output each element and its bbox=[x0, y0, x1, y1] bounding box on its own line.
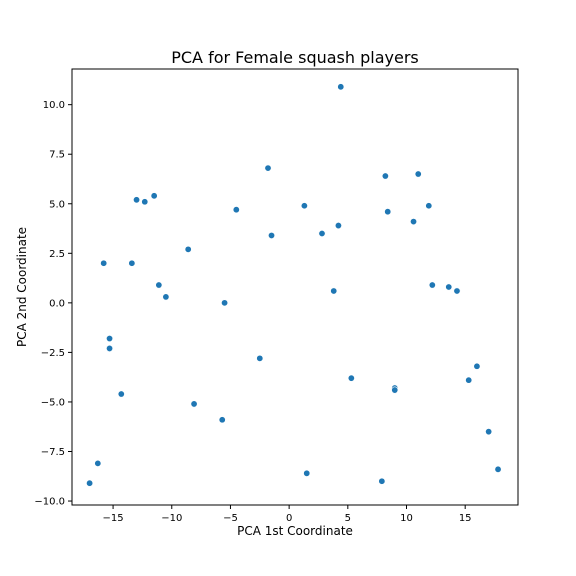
data-point bbox=[268, 231, 276, 239]
data-point bbox=[445, 283, 453, 291]
data-point bbox=[347, 374, 355, 382]
y-tick-label: −7.5 bbox=[41, 447, 65, 458]
y-tick-label: 7.5 bbox=[49, 150, 65, 161]
data-point bbox=[337, 83, 345, 91]
x-axis-ticks: −15 −10 −5 0 5 10 15 bbox=[103, 505, 472, 524]
x-tick-label: −5 bbox=[223, 513, 238, 524]
data-point bbox=[453, 287, 461, 295]
y-tick-label: 2.5 bbox=[49, 249, 65, 260]
data-point bbox=[221, 299, 229, 307]
data-point bbox=[232, 206, 240, 214]
data-point bbox=[378, 477, 386, 485]
data-point bbox=[410, 218, 418, 226]
data-point bbox=[300, 202, 308, 210]
x-tick-label: −15 bbox=[103, 513, 124, 524]
x-tick-label: −10 bbox=[161, 513, 182, 524]
y-axis-label: PCA 2nd Coordinate bbox=[15, 227, 29, 347]
data-point bbox=[425, 202, 433, 210]
y-tick-label: 0.0 bbox=[49, 298, 65, 309]
data-point bbox=[141, 198, 149, 206]
data-point bbox=[494, 465, 502, 473]
data-point bbox=[384, 208, 392, 216]
data-point bbox=[190, 400, 198, 408]
y-tick-label: −10.0 bbox=[34, 497, 65, 508]
x-tick-label: 15 bbox=[459, 513, 472, 524]
data-point bbox=[428, 281, 436, 289]
data-point bbox=[106, 335, 114, 343]
data-point bbox=[303, 469, 311, 477]
y-tick-label: 5.0 bbox=[49, 199, 65, 210]
data-point bbox=[86, 479, 94, 487]
data-points bbox=[86, 83, 502, 487]
x-tick-label: 0 bbox=[286, 513, 292, 524]
x-tick-label: 5 bbox=[345, 513, 351, 524]
data-point bbox=[133, 196, 141, 204]
data-point bbox=[485, 428, 493, 436]
x-tick-label: 10 bbox=[400, 513, 413, 524]
y-tick-label: −2.5 bbox=[41, 348, 65, 359]
data-point bbox=[94, 459, 102, 467]
data-point bbox=[334, 222, 342, 230]
data-point bbox=[162, 293, 170, 301]
data-point bbox=[414, 170, 422, 178]
data-point bbox=[218, 416, 226, 424]
data-point bbox=[100, 259, 108, 267]
plot-area bbox=[71, 68, 519, 506]
y-tick-label: −5.0 bbox=[41, 397, 65, 408]
data-point bbox=[150, 192, 158, 200]
data-point bbox=[184, 245, 192, 253]
data-point bbox=[117, 390, 125, 398]
data-point bbox=[391, 386, 399, 394]
data-point bbox=[465, 376, 473, 384]
data-point bbox=[381, 172, 389, 180]
data-point bbox=[473, 362, 481, 370]
x-axis-label: PCA 1st Coordinate bbox=[237, 524, 353, 538]
data-point bbox=[264, 164, 272, 172]
y-axis-ticks: −10.0 −7.5 −5.0 −2.5 0.0 2.5 5.0 7.5 10.0 bbox=[34, 100, 72, 508]
chart-title: PCA for Female squash players bbox=[171, 48, 419, 67]
data-point bbox=[106, 344, 114, 352]
data-point bbox=[318, 229, 326, 237]
y-tick-label: 10.0 bbox=[43, 100, 65, 111]
data-point bbox=[330, 287, 338, 295]
data-point bbox=[128, 259, 136, 267]
data-point bbox=[155, 281, 163, 289]
data-point bbox=[256, 354, 264, 362]
